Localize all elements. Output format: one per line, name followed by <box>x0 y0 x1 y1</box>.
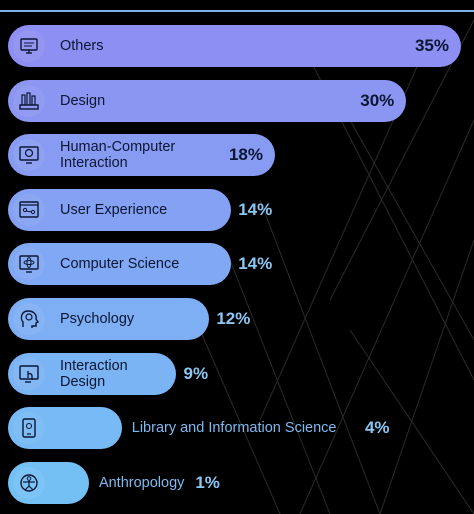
touch-screen-icon <box>13 357 45 390</box>
bar-label: Psychology <box>60 311 135 327</box>
psychology-head-icon <box>13 303 45 335</box>
bar <box>8 134 275 177</box>
bar-value-label: 9% <box>183 363 209 383</box>
bar <box>8 352 177 395</box>
bar-label: Human-Computer Interaction <box>60 139 176 172</box>
anthropology-figure-icon <box>13 466 45 499</box>
bar-value-label: 35% <box>414 36 449 55</box>
bar-value-label: 4% <box>364 418 390 438</box>
bar-label: Interaction Design <box>60 357 128 390</box>
bar-label: Computer Science <box>60 256 180 273</box>
background-line <box>229 259 331 514</box>
hci-brain-monitor-icon <box>13 139 45 172</box>
bar <box>8 79 407 122</box>
bar-value-label: 1% <box>195 472 220 492</box>
bar-label: Design <box>60 92 106 109</box>
background-line <box>349 329 474 514</box>
background-line <box>259 199 381 514</box>
monitor-icon <box>13 30 45 62</box>
bar-row: Human-Computer Interaction 18% <box>8 134 474 177</box>
bar-label: Others <box>60 38 104 54</box>
background-line <box>199 329 281 514</box>
bar-row: Design 30% <box>8 79 474 122</box>
bar-value-label: 18% <box>228 145 263 165</box>
background-line <box>349 119 474 341</box>
bar-value-label: 14% <box>238 199 273 219</box>
background-line <box>299 119 474 514</box>
bar-row: Psychology 12% <box>8 298 474 340</box>
bar <box>8 25 461 67</box>
bar-value-label: 30% <box>360 90 395 110</box>
bar <box>8 188 232 231</box>
ux-window-icon <box>13 193 45 226</box>
background-line <box>379 239 474 514</box>
design-tools-icon <box>13 84 45 117</box>
bar-label: Library and Information Science <box>131 420 337 437</box>
top-divider-line <box>0 10 474 12</box>
bar-row: Anthropology 1% <box>8 461 474 504</box>
tablet-library-icon <box>13 412 45 445</box>
bar-value-label: 12% <box>216 309 251 328</box>
bar-row: Library and Information Science 4% <box>8 407 474 450</box>
computer-science-atom-icon <box>13 248 45 281</box>
bar-label: User Experience <box>60 201 168 218</box>
bar <box>8 298 210 340</box>
bar <box>8 243 232 286</box>
bar-value-label: 14% <box>238 254 273 274</box>
bar-label: Anthropology <box>98 474 185 491</box>
bar-row: Computer Science 14% <box>8 243 474 286</box>
bar-row: Interaction Design 9% <box>8 352 474 395</box>
bar-row: User Experience 14% <box>8 188 474 231</box>
background-line <box>329 19 474 301</box>
bar-row: Others 35% <box>8 25 474 67</box>
